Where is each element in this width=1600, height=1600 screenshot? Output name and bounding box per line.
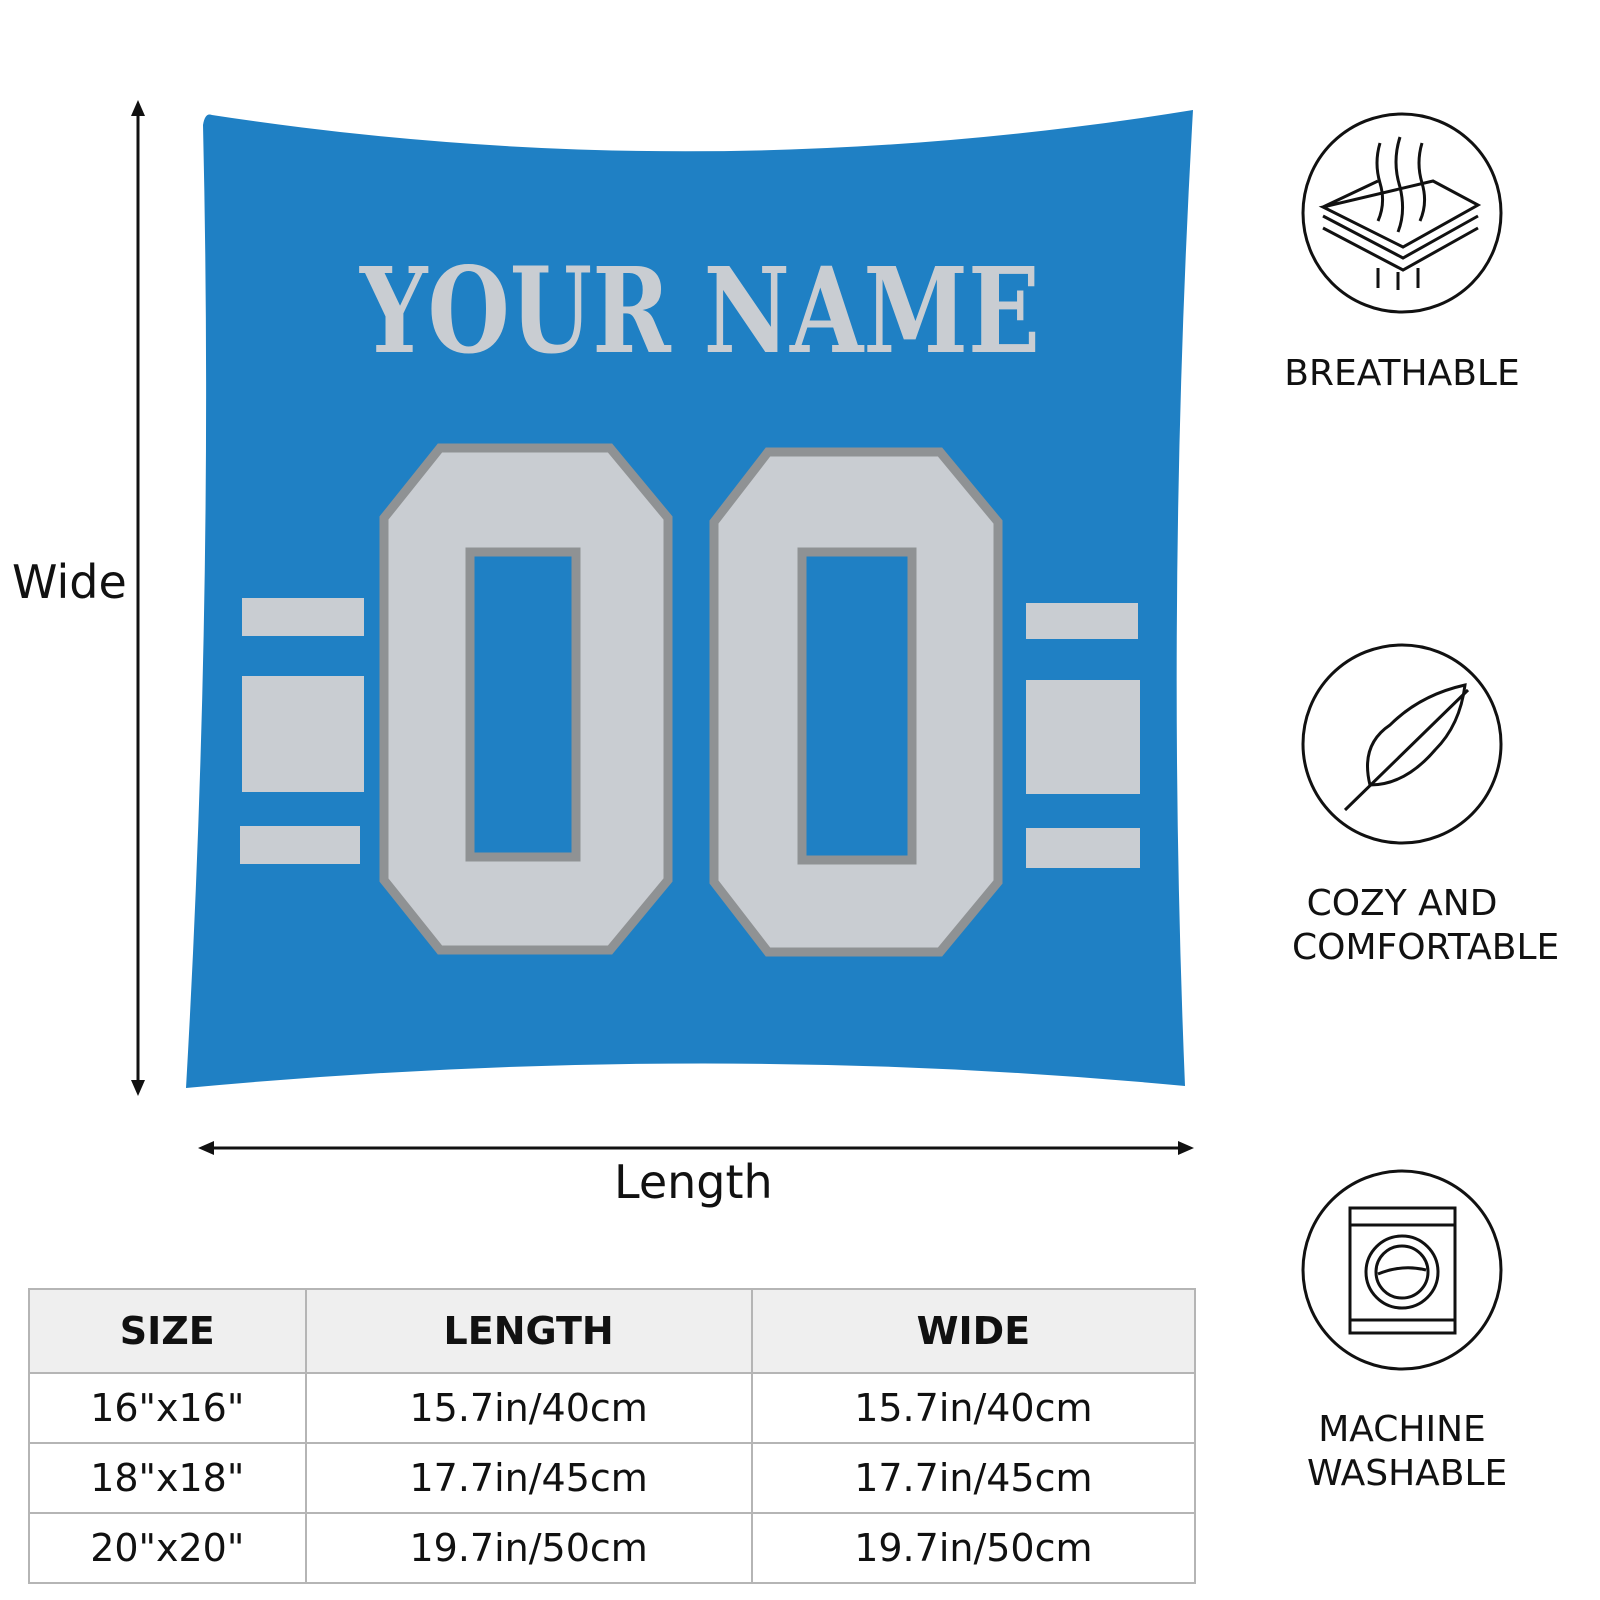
length-arrow — [198, 1141, 1194, 1155]
length-label: Length — [614, 1155, 773, 1209]
cell-wide: 15.7in/40cm — [750, 1372, 1197, 1444]
table-row: 20"x20" 19.7in/50cm 19.7in/50cm — [28, 1512, 1197, 1584]
breathable-layers-icon — [1301, 112, 1503, 314]
header-wide: WIDE — [750, 1288, 1197, 1374]
feather-icon — [1301, 643, 1503, 845]
size-table: SIZE LENGTH WIDE 16"x16" 15.7in/40cm 15.… — [28, 1288, 1197, 1584]
cell-length: 17.7in/45cm — [304, 1442, 753, 1514]
cell-size: 20"x20" — [28, 1512, 307, 1584]
header-size: SIZE — [28, 1288, 307, 1374]
number-00 — [379, 443, 1003, 957]
table-header-row: SIZE LENGTH WIDE — [28, 1288, 1197, 1374]
header-length: LENGTH — [304, 1288, 753, 1374]
cell-wide: 17.7in/45cm — [750, 1442, 1197, 1514]
cell-size: 16"x16" — [28, 1372, 307, 1444]
name-text: YOUR NAME — [358, 241, 1040, 380]
sleeve-stripes — [240, 598, 1140, 868]
feature-label-washable: MACHINE WASHABLE — [1307, 1409, 1508, 1494]
cell-wide: 19.7in/50cm — [750, 1512, 1197, 1584]
wide-label: Wide — [12, 555, 127, 609]
cell-length: 19.7in/50cm — [304, 1512, 753, 1584]
washing-machine-icon — [1301, 1169, 1503, 1371]
table-row: 16"x16" 15.7in/40cm 15.7in/40cm — [28, 1372, 1197, 1444]
table-row: 18"x18" 17.7in/45cm 17.7in/45cm — [28, 1442, 1197, 1514]
cell-length: 15.7in/40cm — [304, 1372, 753, 1444]
feature-label-breathable: BREATHABLE — [1284, 353, 1520, 394]
cell-size: 18"x18" — [28, 1442, 307, 1514]
wide-arrow — [131, 100, 145, 1096]
feature-label-cozy: COZY AND COMFORTABLE — [1292, 883, 1560, 968]
